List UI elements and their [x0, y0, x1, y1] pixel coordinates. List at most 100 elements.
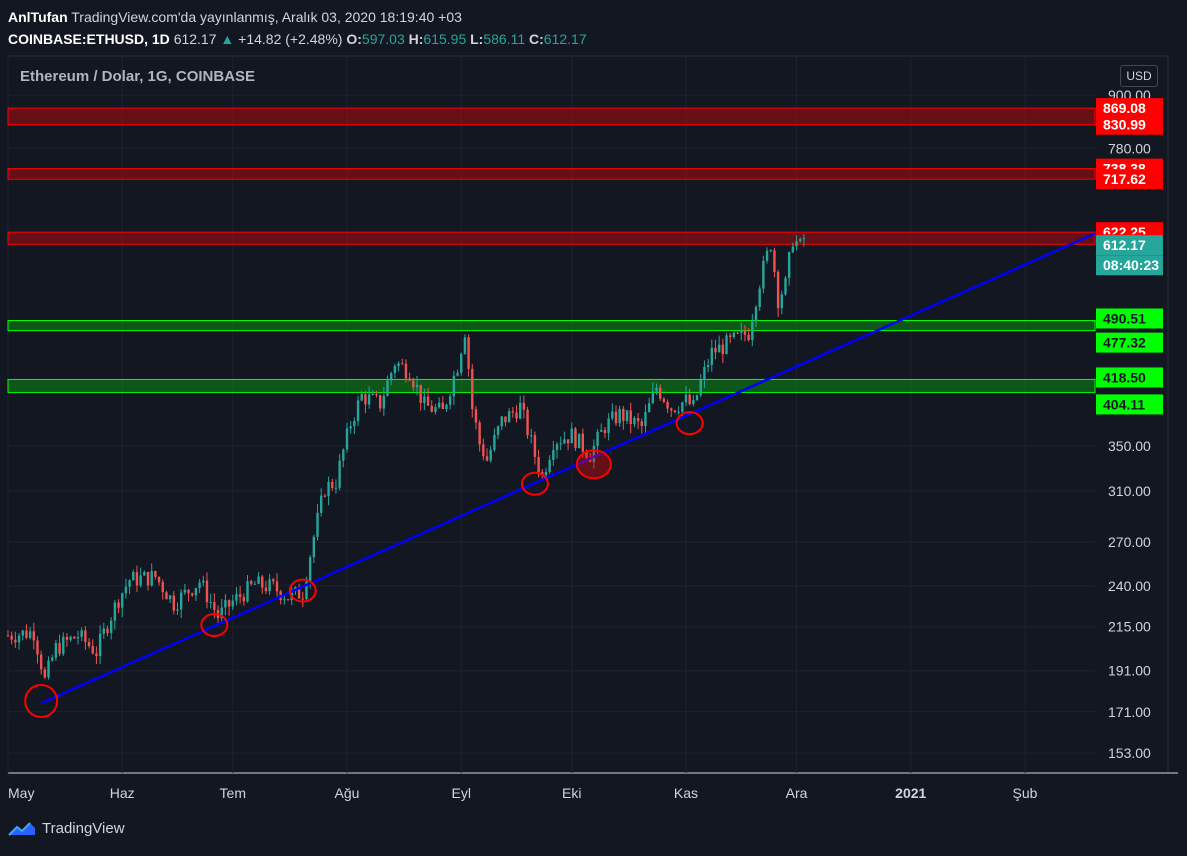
candle-body [607, 418, 610, 434]
candle-body [463, 337, 467, 354]
countdown-badge: 08:40:23 [1096, 255, 1163, 276]
candle-body [209, 602, 212, 604]
candle-body [76, 637, 80, 639]
x-tick-label: Eki [562, 785, 581, 801]
candle-body [338, 460, 341, 488]
currency-button[interactable]: USD [1120, 65, 1158, 87]
candle-body [662, 398, 666, 402]
publish-date: TradingView.com'da yayınlanmış, Aralık 0… [71, 9, 462, 25]
candle-body [342, 449, 345, 461]
candle-body [146, 571, 150, 586]
candle-body [740, 329, 743, 333]
candle-body [272, 579, 275, 582]
candle-body [732, 332, 736, 338]
tradingview-logo[interactable]: TradingView [8, 820, 125, 837]
touch-circle [575, 449, 612, 480]
candle-body [312, 536, 316, 558]
low-label: L: [470, 31, 484, 47]
candle-body [113, 602, 117, 621]
candle-body [769, 250, 772, 252]
x-tick-label: Ara [786, 785, 808, 801]
up-arrow-icon: ▲ [220, 31, 235, 47]
candle-body [408, 378, 411, 381]
candle-body [570, 428, 573, 444]
candle-body [91, 646, 94, 654]
support-zone [7, 378, 1096, 393]
candle-body [729, 335, 732, 338]
candle-body [574, 428, 577, 449]
candle-body [412, 380, 415, 388]
candle-body [227, 600, 231, 607]
candle-body [242, 596, 246, 602]
y-tick-label: 310.00 [1108, 483, 1151, 499]
candle-body [758, 288, 761, 307]
publish-info: AnlTufan TradingView.com'da yayınlanmış,… [8, 6, 587, 28]
candle-body [98, 633, 102, 657]
candle-body [647, 403, 651, 413]
candle-body [84, 630, 87, 642]
candle-body [666, 401, 669, 409]
candle-body [651, 391, 655, 404]
candle-body [257, 576, 260, 584]
candle-body [47, 660, 50, 678]
touch-circle [24, 684, 59, 719]
candle-body [62, 636, 65, 654]
candle-body [725, 335, 728, 354]
candle-body [10, 635, 13, 640]
candle-body [308, 557, 312, 582]
candle-body [754, 306, 758, 322]
plot-frame [7, 55, 1169, 774]
candle-body [305, 581, 308, 600]
candle-body [684, 394, 688, 403]
candle-body [504, 416, 507, 423]
candle-body [393, 366, 397, 374]
candle-body [518, 402, 522, 419]
chart-header: AnlTufan TradingView.com'da yayınlanmış,… [8, 6, 587, 50]
candle-body [360, 394, 363, 401]
candle-body [791, 246, 795, 253]
candle-body [176, 609, 179, 611]
candle-body [471, 368, 474, 410]
symbol-label: COINBASE:ETHUSD, 1D [8, 31, 170, 47]
candle-body [625, 410, 629, 422]
candle-body [286, 599, 290, 601]
candle-body [773, 250, 776, 272]
candle-body [784, 277, 787, 295]
candle-body [297, 587, 301, 599]
y-tick-label: 350.00 [1108, 438, 1151, 454]
candle-body [205, 580, 209, 603]
candle-body [677, 411, 680, 413]
candle-body [706, 364, 710, 367]
candles [6, 234, 806, 680]
support-price-badge: 418.50 [1096, 367, 1163, 388]
candle-body [39, 654, 43, 670]
candle-body [231, 600, 234, 607]
candle-body [629, 410, 632, 425]
candle-body [747, 334, 750, 341]
candle-body [401, 363, 404, 365]
high-value: 615.95 [423, 31, 467, 47]
support-price-badge: 404.11 [1096, 394, 1163, 415]
candle-body [460, 353, 463, 373]
candle-body [636, 418, 640, 422]
candle-body [261, 576, 264, 588]
candle-body [139, 575, 142, 586]
candle-body [736, 332, 739, 334]
y-tick-label: 215.00 [1108, 619, 1151, 635]
candle-body [14, 639, 17, 643]
candle-body [327, 481, 330, 497]
candle-body [386, 380, 389, 396]
candle-body [356, 400, 360, 422]
candle-body [323, 495, 327, 497]
author-name[interactable]: AnlTufan [8, 9, 68, 25]
candle-body [224, 600, 227, 608]
candle-body [581, 433, 585, 452]
candle-body [526, 409, 529, 436]
candle-body [390, 373, 393, 381]
candle-body [249, 581, 253, 584]
touch-circle [675, 411, 704, 436]
ohlc-line: COINBASE:ETHUSD, 1D 612.17 ▲ +14.82 (+2.… [8, 28, 587, 50]
open-value: 597.03 [361, 31, 405, 47]
candle-body [6, 635, 10, 637]
